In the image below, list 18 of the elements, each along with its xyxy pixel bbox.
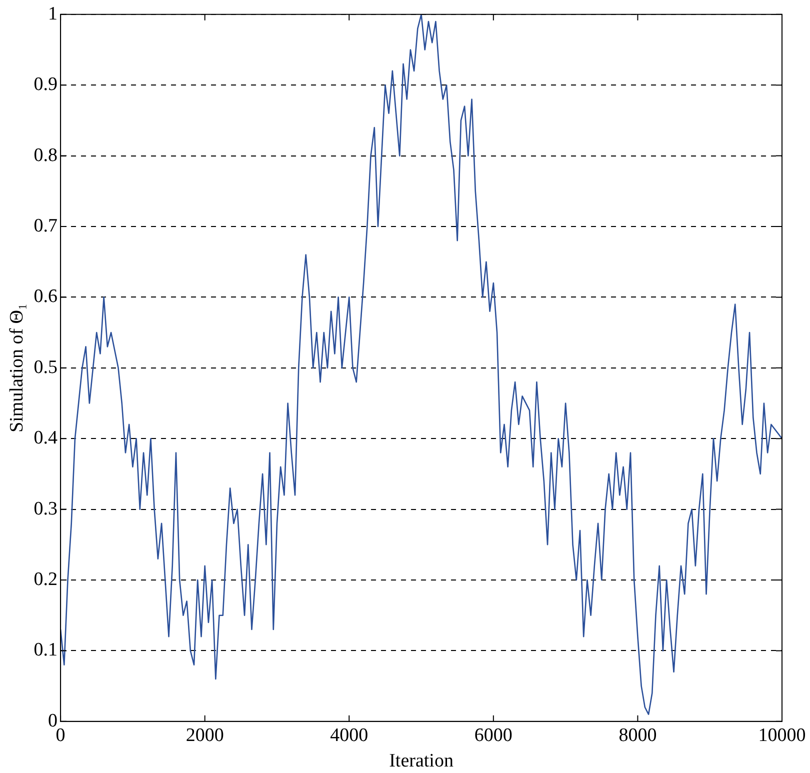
y-tick-label: 0.5 bbox=[34, 356, 58, 378]
x-tick-label: 4000 bbox=[330, 724, 368, 746]
y-tick-label: 0.3 bbox=[34, 498, 58, 520]
y-tick-label: 1 bbox=[48, 3, 58, 24]
x-tick-label: 2000 bbox=[186, 724, 224, 746]
x-tick-label: 6000 bbox=[474, 724, 512, 746]
y-tick-label: 0.7 bbox=[34, 215, 58, 236]
y-tick-label: 0.4 bbox=[34, 428, 58, 449]
y-tick-label: 0.2 bbox=[34, 568, 58, 590]
x-tick-label: 8000 bbox=[618, 724, 657, 746]
y-tick-label: 0 bbox=[48, 710, 58, 732]
y-tick-label: 0.6 bbox=[34, 286, 58, 308]
y-tick-label: 0.1 bbox=[34, 640, 58, 661]
x-axis-title: Iteration bbox=[389, 750, 454, 772]
y-axis-title: Simulation of Θ₁ bbox=[6, 303, 28, 432]
y-tick-label: 0.9 bbox=[34, 74, 58, 96]
x-tick-label: 10000 bbox=[758, 724, 806, 746]
y-tick-label: 0.8 bbox=[34, 144, 58, 166]
